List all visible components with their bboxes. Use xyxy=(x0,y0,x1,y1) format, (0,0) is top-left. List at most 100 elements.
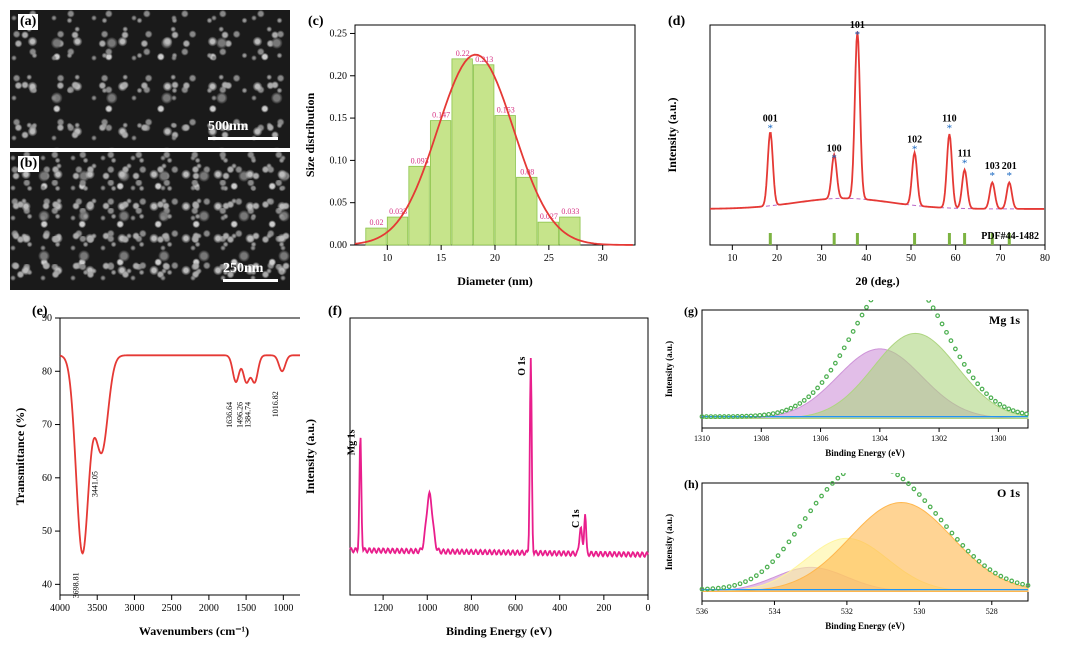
svg-text:Intensity (a.u.): Intensity (a.u.) xyxy=(664,514,674,570)
svg-text:536: 536 xyxy=(696,607,708,616)
svg-text:Mg 1s: Mg 1s xyxy=(989,313,1020,327)
figure-grid: (a) 500nm (b) 250nm (c) 0.020.0330.0930.… xyxy=(10,10,1070,640)
svg-text:*: * xyxy=(768,122,774,134)
svg-text:30: 30 xyxy=(598,253,608,264)
svg-text:3500: 3500 xyxy=(87,603,107,614)
xps-o1s-chart: 536534532530528Binding Energy (eV)Intens… xyxy=(660,473,1040,633)
sem-image-b: (b) 250nm xyxy=(10,152,290,290)
svg-text:Binding Energy (eV): Binding Energy (eV) xyxy=(825,448,905,458)
svg-text:528: 528 xyxy=(986,607,998,616)
svg-text:20: 20 xyxy=(490,253,500,264)
svg-text:15: 15 xyxy=(436,253,446,264)
svg-text:600: 600 xyxy=(508,603,523,614)
svg-text:0.02: 0.02 xyxy=(370,218,384,227)
svg-text:0.033: 0.033 xyxy=(561,207,579,216)
panel-label-b: (b) xyxy=(18,156,39,172)
svg-text:Wavenumbers (cm⁻¹): Wavenumbers (cm⁻¹) xyxy=(139,624,249,638)
panel-label-h: (h) xyxy=(684,477,699,492)
svg-text:*: * xyxy=(990,170,996,182)
panel-f: (f) Mg 1sO 1sC 1s120010008006004002000Bi… xyxy=(300,300,650,640)
svg-text:20: 20 xyxy=(772,253,782,264)
svg-text:80: 80 xyxy=(42,366,52,377)
svg-text:1304: 1304 xyxy=(872,434,888,443)
svg-text:60: 60 xyxy=(951,253,961,264)
svg-text:O 1s: O 1s xyxy=(517,356,528,375)
svg-text:0.10: 0.10 xyxy=(330,155,348,166)
panel-d: (d) PDF#44-1482001*100*101*102*110*111*1… xyxy=(660,10,1060,290)
svg-text:70: 70 xyxy=(995,253,1005,264)
svg-text:25: 25 xyxy=(544,253,554,264)
svg-text:0.00: 0.00 xyxy=(330,240,348,251)
svg-text:*: * xyxy=(912,144,918,156)
svg-text:80: 80 xyxy=(1040,253,1050,264)
svg-text:10: 10 xyxy=(727,253,737,264)
svg-text:40: 40 xyxy=(42,579,52,590)
svg-text:O 1s: O 1s xyxy=(997,486,1020,500)
svg-text:4000: 4000 xyxy=(50,603,70,614)
svg-text:*: * xyxy=(831,152,837,164)
svg-text:1300: 1300 xyxy=(990,434,1006,443)
xps-mg1s-chart: 1310 1308 1306 1304 1302 1300 Binding Energy (… xyxy=(660,300,1040,460)
svg-text:2θ (deg.): 2θ (deg.) xyxy=(855,274,899,288)
svg-text:Intensity (a.u.): Intensity (a.u.) xyxy=(303,419,317,494)
xrd-chart: PDF#44-1482001*100*101*102*110*111*103*2… xyxy=(660,10,1060,290)
svg-text:3441.05: 3441.05 xyxy=(91,471,100,497)
svg-text:Transmittance (%): Transmittance (%) xyxy=(13,408,27,505)
xps-survey-chart: Mg 1sO 1sC 1s120010008006004002000Bindin… xyxy=(300,300,660,640)
panel-label-f: (f) xyxy=(328,304,342,320)
panel-label-c: (c) xyxy=(308,14,324,30)
svg-text:1306: 1306 xyxy=(813,434,829,443)
svg-text:0.20: 0.20 xyxy=(330,71,348,82)
svg-text:50: 50 xyxy=(906,253,916,264)
panel-label-a: (a) xyxy=(18,14,38,30)
svg-text:2500: 2500 xyxy=(162,603,182,614)
svg-text:50: 50 xyxy=(42,526,52,537)
svg-text:1000: 1000 xyxy=(417,603,437,614)
svg-text:1308: 1308 xyxy=(753,434,769,443)
svg-text:*: * xyxy=(962,158,968,170)
svg-text:Intensity (a.u.): Intensity (a.u.) xyxy=(664,341,674,397)
svg-text:1016.82: 1016.82 xyxy=(271,391,280,417)
panel-ab: (a) 500nm (b) 250nm xyxy=(10,10,290,290)
panel-label-d: (d) xyxy=(668,14,685,30)
panel-label-g: (g) xyxy=(684,304,698,319)
histogram-chart: 0.020.0330.0930.1470.220.2130.1530.080.0… xyxy=(300,10,650,290)
svg-text:Diameter (nm): Diameter (nm) xyxy=(457,274,532,288)
svg-text:3698.81: 3698.81 xyxy=(71,572,80,598)
svg-text:*: * xyxy=(855,29,861,41)
panel-h: (h) 536534532530528Binding Energy (eV)In… xyxy=(660,473,1060,640)
scale-bar-b: 250nm xyxy=(223,261,278,282)
svg-text:1200: 1200 xyxy=(373,603,393,614)
panel-e: (e) 3698.813441.051636.641496.261384.741… xyxy=(10,300,290,640)
panel-c: (c) 0.020.0330.0930.1470.220.2130.1530.0… xyxy=(300,10,650,290)
svg-text:*: * xyxy=(947,122,953,134)
panel-label-e: (e) xyxy=(32,304,48,320)
panel-g: (g) 1310 1308 1306 1304 1302 1300 Binding Ener… xyxy=(660,300,1060,467)
svg-text:0.15: 0.15 xyxy=(330,113,348,124)
svg-text:Mg 1s: Mg 1s xyxy=(346,429,357,455)
svg-text:0: 0 xyxy=(646,603,651,614)
svg-text:*: * xyxy=(1007,170,1013,182)
svg-text:2000: 2000 xyxy=(199,603,219,614)
ftir-chart: 3698.813441.051636.641496.261384.741016.… xyxy=(10,300,340,640)
svg-text:1310: 1310 xyxy=(694,434,710,443)
svg-text:PDF#44-1482: PDF#44-1482 xyxy=(981,231,1039,242)
svg-text:1302: 1302 xyxy=(931,434,947,443)
svg-text:0.05: 0.05 xyxy=(330,198,348,209)
svg-text:1384.74: 1384.74 xyxy=(244,402,253,428)
svg-text:200: 200 xyxy=(596,603,611,614)
svg-text:Binding Energy (eV): Binding Energy (eV) xyxy=(825,621,905,631)
svg-text:0.25: 0.25 xyxy=(330,28,348,39)
svg-text:Binding Energy (eV): Binding Energy (eV) xyxy=(446,624,552,638)
svg-text:530: 530 xyxy=(913,607,925,616)
svg-text:534: 534 xyxy=(768,607,780,616)
svg-text:30: 30 xyxy=(817,253,827,264)
svg-text:0.22: 0.22 xyxy=(456,49,470,58)
svg-text:Size distribution: Size distribution xyxy=(303,93,317,178)
svg-text:400: 400 xyxy=(552,603,567,614)
svg-text:C 1s: C 1s xyxy=(571,509,582,528)
svg-text:10: 10 xyxy=(382,253,392,264)
svg-text:40: 40 xyxy=(861,253,871,264)
sem-image-a: (a) 500nm xyxy=(10,10,290,148)
svg-text:1500: 1500 xyxy=(236,603,256,614)
